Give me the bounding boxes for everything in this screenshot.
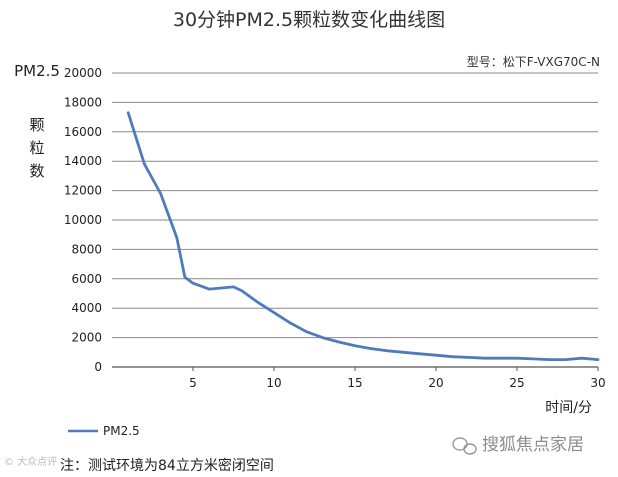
watermark: © 大众点评: [4, 455, 57, 468]
y-axis-label-part1: PM2.5: [14, 62, 60, 80]
x-tick-label: 10: [266, 376, 281, 390]
y-tick-label: 12000: [64, 184, 102, 198]
chart-title: 30分钟PM2.5颗粒数变化曲线图: [173, 9, 445, 31]
legend-label: PM2.5: [103, 424, 140, 438]
brand-logo: 搜狐焦点家居: [452, 435, 584, 455]
y-tick-label: 16000: [64, 125, 102, 139]
series-group: [126, 111, 600, 362]
y-tick-label: 2000: [71, 331, 102, 345]
y-axis-label: PM2.5 颗 粒 数: [14, 62, 60, 180]
x-axis-label: 时间/分: [545, 400, 592, 416]
x-tick-label: 15: [347, 376, 362, 390]
brand-text: 搜狐焦点家居: [482, 435, 584, 455]
y-tick-label: 20000: [64, 66, 102, 80]
y-axis-label-part4: 数: [29, 162, 44, 180]
y-axis-label-part3: 粒: [29, 139, 44, 157]
chart-subtitle: 型号：松下F-VXG70C-N: [467, 55, 600, 69]
x-tick-labels: 5 10 15 20 25 30: [189, 367, 606, 390]
legend: PM2.5: [68, 424, 140, 438]
x-tick-label: 5: [189, 376, 197, 390]
x-tick-label: 25: [509, 376, 524, 390]
x-tick-label: 30: [590, 376, 605, 390]
x-tick-label: 20: [428, 376, 443, 390]
grid-lines: [112, 72, 598, 339]
y-tick-labels: 0 2000 4000 6000 8000 10000 12000 14000 16000 180…: [64, 66, 102, 374]
y-tick-label: 18000: [64, 95, 102, 109]
y-tick-label: 0: [94, 360, 102, 374]
y-tick-label: 6000: [71, 272, 102, 286]
y-tick-label: 10000: [64, 213, 102, 227]
note-text: 注：测试环境为84立方米密闭空间: [60, 457, 274, 474]
wechat-icon: [452, 437, 477, 455]
y-tick-label: 4000: [71, 301, 102, 315]
y-tick-label: 8000: [71, 242, 102, 256]
y-axis-label-part2: 颗: [29, 116, 44, 134]
series-line-0: [126, 111, 600, 362]
y-tick-label: 14000: [64, 154, 102, 168]
